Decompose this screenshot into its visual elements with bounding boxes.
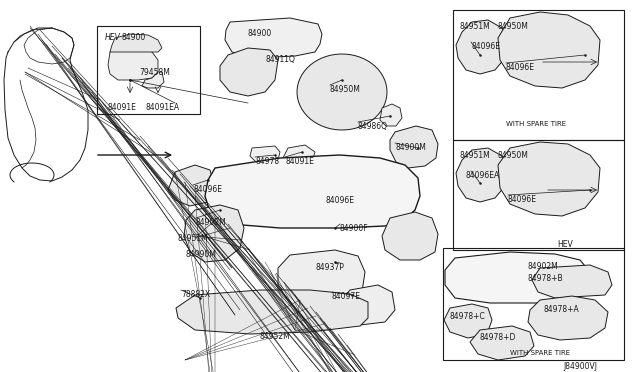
Text: 84986Q: 84986Q bbox=[358, 122, 388, 131]
Text: 78882X: 78882X bbox=[181, 290, 210, 299]
Polygon shape bbox=[456, 148, 508, 202]
Text: 84951M: 84951M bbox=[178, 234, 209, 243]
Polygon shape bbox=[390, 126, 438, 168]
Text: 84937P: 84937P bbox=[315, 263, 344, 272]
Polygon shape bbox=[110, 34, 162, 52]
Text: 84902M: 84902M bbox=[196, 218, 227, 227]
Text: 84096EA: 84096EA bbox=[465, 171, 499, 180]
Text: 84097E: 84097E bbox=[332, 292, 361, 301]
Text: 84091E: 84091E bbox=[107, 103, 136, 112]
Text: 84952M: 84952M bbox=[260, 332, 291, 341]
Text: 84951M: 84951M bbox=[459, 22, 490, 31]
Text: 84978+B: 84978+B bbox=[528, 274, 564, 283]
Polygon shape bbox=[498, 12, 600, 88]
Text: 84900: 84900 bbox=[248, 29, 272, 38]
Polygon shape bbox=[176, 290, 368, 334]
Polygon shape bbox=[470, 326, 534, 360]
Text: 84096E: 84096E bbox=[193, 185, 222, 194]
Text: 84900: 84900 bbox=[121, 33, 145, 42]
Polygon shape bbox=[532, 265, 612, 298]
Text: 84951M: 84951M bbox=[459, 151, 490, 160]
Text: 84978+C: 84978+C bbox=[450, 312, 486, 321]
Polygon shape bbox=[297, 54, 387, 130]
Text: 84091EA: 84091EA bbox=[145, 103, 179, 112]
Text: WITH SPARE TIRE: WITH SPARE TIRE bbox=[506, 121, 566, 127]
Polygon shape bbox=[283, 145, 315, 164]
Bar bbox=[97, 26, 200, 114]
Text: 84096E: 84096E bbox=[506, 63, 535, 72]
Text: J84900VJ: J84900VJ bbox=[563, 362, 597, 371]
Polygon shape bbox=[250, 146, 280, 162]
Polygon shape bbox=[498, 142, 600, 216]
Polygon shape bbox=[445, 252, 590, 303]
Text: 84096E: 84096E bbox=[508, 195, 537, 204]
Text: 84950M: 84950M bbox=[498, 22, 529, 31]
Polygon shape bbox=[528, 296, 608, 340]
Text: 84902M: 84902M bbox=[528, 262, 559, 271]
Polygon shape bbox=[225, 18, 322, 58]
Text: 79458M: 79458M bbox=[139, 68, 170, 77]
Text: 84990M: 84990M bbox=[186, 250, 217, 259]
Polygon shape bbox=[380, 104, 402, 126]
Polygon shape bbox=[456, 20, 508, 74]
Polygon shape bbox=[278, 250, 365, 304]
Text: 84091E: 84091E bbox=[285, 157, 314, 166]
Polygon shape bbox=[205, 155, 420, 228]
Text: 84978: 84978 bbox=[255, 157, 279, 166]
Text: 84911Q: 84911Q bbox=[265, 55, 295, 64]
Text: 84900M: 84900M bbox=[395, 143, 426, 152]
Text: 84096E: 84096E bbox=[471, 42, 500, 51]
Polygon shape bbox=[382, 212, 438, 260]
Text: HEV: HEV bbox=[105, 33, 121, 42]
Bar bbox=[453, 10, 624, 140]
Polygon shape bbox=[168, 165, 215, 206]
Bar bbox=[453, 140, 624, 250]
Bar bbox=[443, 248, 624, 360]
Text: HEV: HEV bbox=[557, 240, 573, 249]
Text: 84950M: 84950M bbox=[498, 151, 529, 160]
Text: WITH SPARE TIRE: WITH SPARE TIRE bbox=[510, 350, 570, 356]
Polygon shape bbox=[184, 205, 244, 262]
Polygon shape bbox=[108, 48, 158, 80]
Text: 84096E: 84096E bbox=[325, 196, 354, 205]
Polygon shape bbox=[338, 285, 395, 325]
Text: 84900F: 84900F bbox=[340, 224, 369, 233]
Polygon shape bbox=[444, 304, 492, 338]
Polygon shape bbox=[220, 48, 278, 96]
Polygon shape bbox=[142, 72, 164, 88]
Text: 84978+A: 84978+A bbox=[543, 305, 579, 314]
Text: 84950M: 84950M bbox=[330, 85, 361, 94]
Text: 84978+D: 84978+D bbox=[480, 333, 516, 342]
